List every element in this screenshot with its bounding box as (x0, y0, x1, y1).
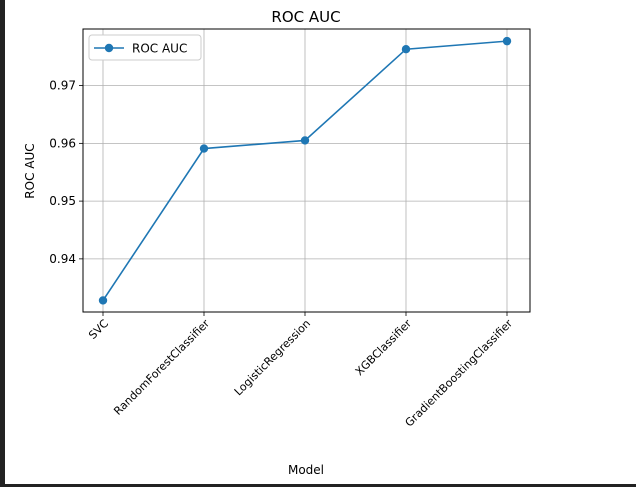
data-point (502, 36, 512, 46)
chart-title: ROC AUC (271, 8, 340, 26)
plot-frame (82, 28, 531, 313)
grid-lines (83, 29, 530, 312)
y-tick-label: 0.95 (49, 194, 76, 208)
window-bottom-edge (0, 484, 636, 487)
x-tick-label: SVC (86, 317, 111, 342)
series-layer (98, 36, 512, 305)
y-axis: 0.94 0.95 0.96 0.97 (49, 79, 83, 266)
window-left-edge (0, 0, 5, 487)
data-point (98, 296, 108, 305)
y-tick-label: 0.96 (49, 136, 76, 150)
x-tick-label: GradientBoostingClassifier (403, 317, 516, 430)
x-tick-label: LogisticRegression (232, 317, 313, 398)
legend-box (88, 34, 202, 61)
x-tick-label: XGBClassifier (353, 317, 415, 379)
x-axis: SVC RandomForestClassifier LogisticRegress… (86, 312, 515, 429)
legend-label: ROC AUC (132, 42, 187, 56)
legend-marker (104, 43, 114, 53)
x-axis-label: Model (288, 463, 324, 477)
y-tick-label: 0.94 (49, 252, 76, 266)
y-axis-label: ROC AUC (23, 143, 37, 198)
data-point (199, 144, 209, 153)
y-tick-label: 0.97 (49, 79, 76, 93)
legend: ROC AUC (88, 34, 202, 61)
x-tick-label: RandomForestClassifier (111, 317, 212, 418)
data-point (300, 136, 310, 145)
data-point (401, 45, 411, 54)
